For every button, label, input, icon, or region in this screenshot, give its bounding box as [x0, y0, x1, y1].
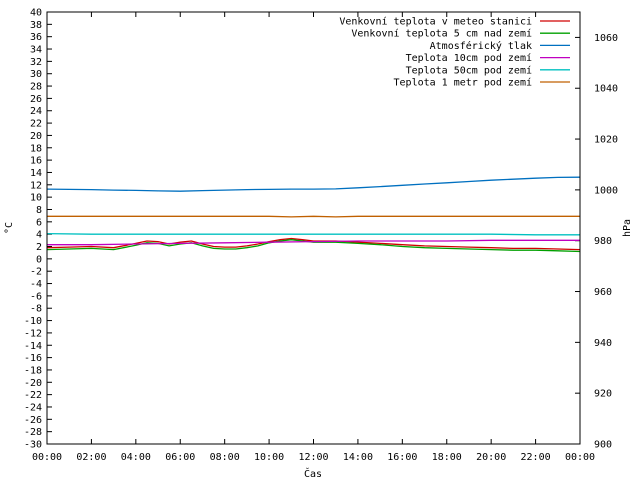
- y-left-tick-label: -22: [24, 390, 42, 401]
- y-left-tick-label: -24: [24, 402, 42, 413]
- y-left-tick-label: 8: [36, 205, 42, 216]
- x-tick-label: 14:00: [343, 452, 373, 463]
- y-left-tick-label: 40: [30, 8, 42, 19]
- x-tick-label: 02:00: [76, 452, 106, 463]
- y-left-tick-label: 12: [30, 180, 42, 191]
- y-right-tick-label: 980: [594, 236, 612, 247]
- legend-label-1: Venkovní teplota 5 cm nad zemí: [351, 28, 532, 40]
- y-left-tick-label: -10: [24, 316, 42, 327]
- plot-frame: [46, 11, 581, 445]
- y-left-tick-label: 16: [30, 156, 42, 167]
- legend-label-4: Teplota 50cm pod zemí: [406, 64, 532, 76]
- x-tick-label: 00:00: [565, 452, 595, 463]
- y-left-tick-label: -12: [24, 328, 42, 339]
- y-left-tick-label: -8: [30, 304, 42, 315]
- y-right-tick-label: 1020: [594, 135, 618, 146]
- y-left-axis-label: °C: [4, 222, 15, 234]
- legend-label-3: Teplota 10cm pod zemí: [406, 52, 532, 64]
- x-tick-label: 08:00: [210, 452, 240, 463]
- y-left-tick-label: 4: [36, 230, 42, 241]
- y-left-tick-label: 24: [30, 106, 42, 117]
- series-line-4: [46, 232, 580, 236]
- y-right-tick-label: 1060: [594, 33, 618, 44]
- y-right-tick-label: 900: [594, 440, 612, 451]
- y-right-tick-label: 940: [594, 338, 612, 349]
- legend-label-2: Atmosférický tlak: [430, 40, 532, 52]
- x-tick-label: 22:00: [521, 452, 551, 463]
- y-right-tick-label: 1040: [594, 84, 618, 95]
- series-group: [46, 176, 581, 253]
- y-left-tick-label: -4: [30, 279, 42, 290]
- series-line-3: [47, 239, 580, 246]
- y-right-axis-label: hPa: [622, 219, 633, 237]
- y-left-tick-label: 20: [30, 131, 42, 142]
- y-left-tick-label: 34: [30, 45, 42, 56]
- y-left-tick-label: 18: [30, 143, 42, 154]
- y-left-tick-label: -26: [24, 415, 42, 426]
- x-tick-label: 18:00: [432, 452, 462, 463]
- y-right-tick-label: 920: [594, 389, 612, 400]
- y-left-tick-label: 38: [30, 20, 42, 31]
- y-left-tick-label: -20: [24, 378, 42, 389]
- y-left-tick-label: 30: [30, 69, 42, 80]
- y-left-tick-label: 26: [30, 94, 42, 105]
- x-axis-label: Čas: [304, 467, 322, 480]
- y-left-tick-label: -28: [24, 427, 42, 438]
- legend-label-5: Teplota 1 metr pod zemí: [394, 77, 532, 89]
- x-tick-label: 10:00: [254, 452, 284, 463]
- y-left-tick-label: -30: [24, 440, 42, 451]
- y-left-tick-label: 6: [36, 217, 42, 228]
- series-line-2: [46, 176, 581, 192]
- y-left-tick-label: -2: [30, 267, 42, 278]
- y-right-tick-label: 1000: [594, 185, 618, 196]
- legend: Venkovní teplota v meteo staniciVenkovní…: [339, 16, 570, 89]
- x-tick-label: 16:00: [387, 452, 417, 463]
- y-left-tick-label: -14: [24, 341, 42, 352]
- y-left-tick-label: 0: [36, 254, 42, 265]
- y-left-tick-label: 36: [30, 32, 42, 43]
- y-left-tick-label: 10: [30, 193, 42, 204]
- y-left-tick-label: 28: [30, 82, 42, 93]
- x-tick-label: 12:00: [298, 452, 328, 463]
- y-right-tick-label: 960: [594, 287, 612, 298]
- x-tick-label: 04:00: [121, 452, 151, 463]
- y-left-tick-label: 14: [30, 168, 42, 179]
- y-left-tick-label: 22: [30, 119, 42, 130]
- series-line-5: [47, 215, 580, 218]
- x-tick-label: 06:00: [165, 452, 195, 463]
- y-left-tick-label: -6: [30, 291, 42, 302]
- y-left-tick-label: 32: [30, 57, 42, 68]
- legend-label-0: Venkovní teplota v meteo stanici: [339, 16, 532, 28]
- y-left-tick-label: -18: [24, 365, 42, 376]
- y-left-tick-label: 2: [36, 242, 42, 253]
- x-tick-label: 20:00: [476, 452, 506, 463]
- x-tick-label: 00:00: [32, 452, 62, 463]
- ticks-group: 4038363432302826242220181614121086420-2-…: [24, 8, 618, 464]
- y-left-tick-label: -16: [24, 353, 42, 364]
